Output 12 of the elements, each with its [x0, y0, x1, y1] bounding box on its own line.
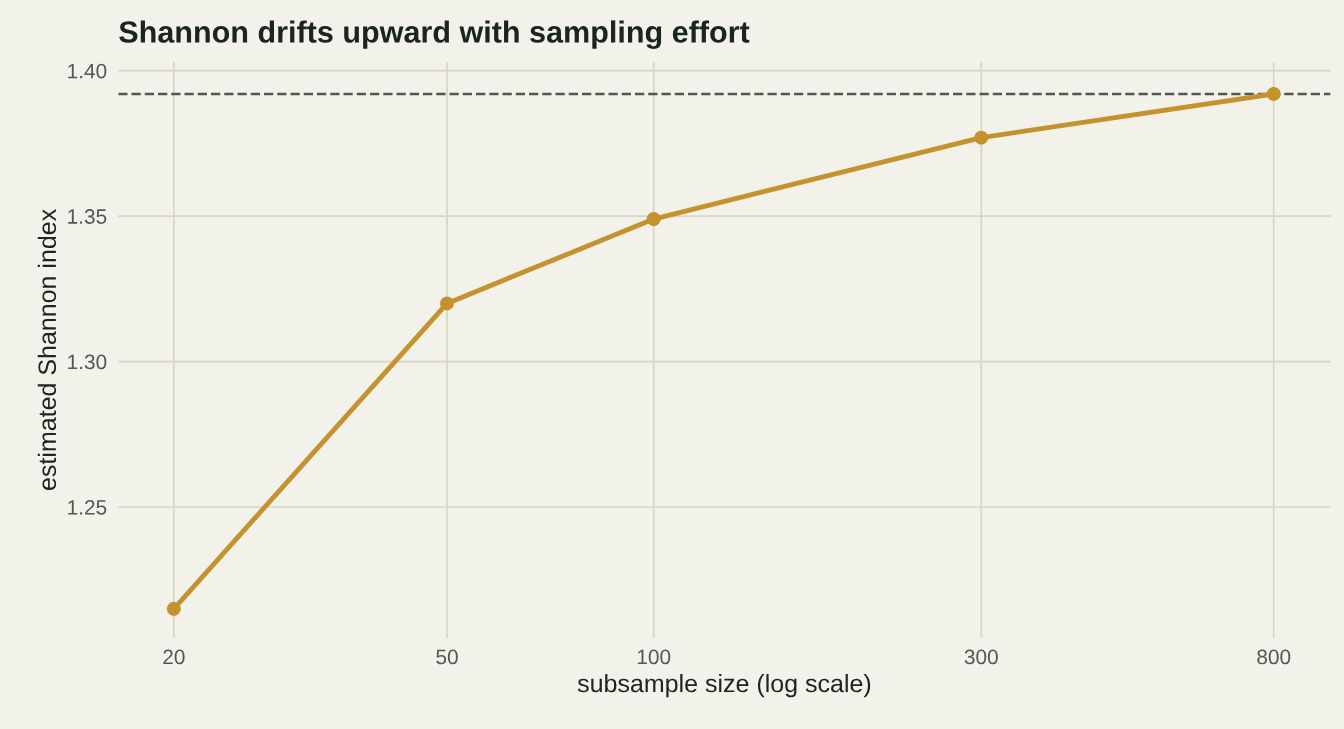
- x-tick-label: 800: [1257, 649, 1291, 665]
- x-tick-label: 50: [436, 649, 458, 665]
- y-tick-label: 1.40: [68, 63, 107, 79]
- x-axis-title: subsample size (log scale): [577, 673, 871, 698]
- y-tick-label: 1.25: [68, 499, 107, 515]
- y-tick-label: 1.30: [68, 354, 107, 370]
- x-tick-label: 300: [964, 649, 998, 665]
- x-tick-label: 100: [637, 649, 671, 665]
- y-tick-label: 1.35: [68, 209, 107, 224]
- x-tick-label: 20: [163, 649, 185, 665]
- y-axis-title: estimated Shannon index: [37, 209, 57, 490]
- chart-title: Shannon drifts upward with sampling effort: [119, 20, 750, 49]
